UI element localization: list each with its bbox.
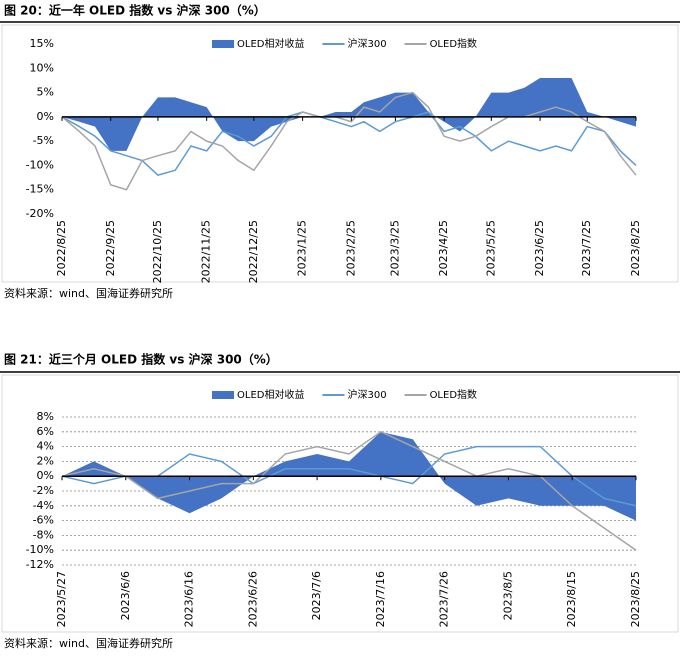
y-tick-label: 15%: [30, 37, 54, 50]
x-tick-label: 2023/8/5: [501, 571, 514, 620]
series-line: [61, 91, 637, 191]
y-tick-label: -4%: [33, 499, 54, 512]
chart-frame: [1, 24, 679, 283]
y-tick-label: -15%: [26, 183, 54, 196]
y-tick-label: 0%: [37, 110, 54, 123]
x-tick-label: 2023/3/25: [388, 220, 401, 276]
x-tick-label: 2022/11/25: [200, 220, 213, 283]
legend-label: OLED指数: [430, 388, 477, 401]
x-tick-label: 2023/2/25: [344, 220, 357, 276]
x-tick-label: 2023/7/26: [438, 571, 451, 627]
x-tick-label: 2022/9/25: [104, 220, 117, 276]
legend-swatch: [212, 40, 234, 48]
figure-title: 图 21：近三个月 OLED 指数 vs 沪深 300（%）: [4, 352, 278, 367]
y-tick-label: -12%: [26, 558, 54, 571]
x-tick-label: 2023/8/25: [629, 571, 642, 627]
y-tick-label: -10%: [26, 158, 54, 171]
x-tick-label: 2022/12/25: [247, 220, 260, 283]
legend-label: OLED指数: [430, 37, 477, 50]
y-tick-label: 6%: [37, 425, 54, 438]
x-tick-label: 2023/6/25: [533, 220, 546, 276]
y-tick-label: 5%: [37, 86, 54, 99]
x-tick-label: 2023/6/16: [183, 571, 196, 627]
x-tick-label: 2023/6/6: [119, 571, 132, 620]
legend-swatch: [212, 391, 234, 399]
series-line: [61, 111, 637, 176]
y-tick-label: 10%: [30, 61, 54, 74]
y-tick-label: 2%: [37, 454, 54, 467]
chart-frame: [1, 374, 679, 633]
x-tick-label: 2023/4/25: [437, 220, 450, 276]
x-tick-label: 2023/8/25: [629, 220, 642, 276]
y-tick-label: 4%: [37, 440, 54, 453]
x-tick-label: 2023/1/25: [296, 220, 309, 276]
legend-label: 沪深300: [347, 388, 386, 401]
y-tick-label: -6%: [33, 514, 54, 527]
y-tick-label: 0%: [37, 469, 54, 482]
y-tick-label: 8%: [37, 410, 54, 423]
x-tick-label: 2022/8/25: [55, 220, 68, 276]
legend-label: OLED相对收益: [237, 37, 304, 50]
y-tick-label: -5%: [33, 134, 54, 147]
x-tick-label: 2023/7/6: [310, 571, 323, 620]
y-tick-label: -2%: [33, 484, 54, 497]
x-tick-label: 2023/7/16: [374, 571, 387, 627]
x-tick-label: 2023/6/26: [246, 571, 259, 627]
series-area: [62, 78, 636, 151]
x-tick-label: 2023/7/25: [580, 220, 593, 276]
y-tick-label: -8%: [33, 528, 54, 541]
x-tick-label: 2023/5/25: [484, 220, 497, 276]
y-tick-label: -10%: [26, 543, 54, 556]
y-tick-label: -20%: [26, 207, 54, 220]
legend-label: 沪深300: [347, 37, 386, 50]
x-tick-label: 2023/5/27: [55, 571, 68, 627]
figure-title: 图 20：近一年 OLED 指数 vs 沪深 300（%）: [4, 3, 266, 18]
x-tick-label: 2022/10/25: [151, 220, 164, 283]
source-note: 资料来源：wind、国海证券研究所: [4, 286, 173, 300]
x-tick-label: 2023/8/15: [565, 571, 578, 627]
source-note: 资料来源：wind、国海证券研究所: [4, 636, 173, 650]
legend-label: OLED相对收益: [237, 388, 304, 401]
